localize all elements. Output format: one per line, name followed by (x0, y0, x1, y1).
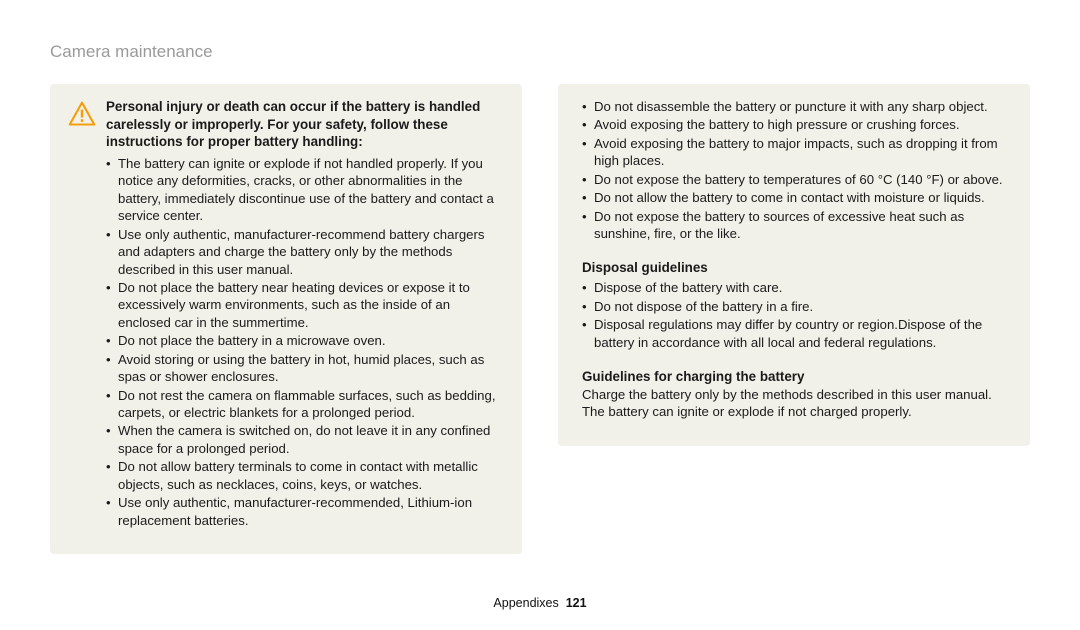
list-item: Do not dispose of the battery in a fire. (582, 298, 1012, 315)
list-item: Use only authentic, manufacturer-recomme… (106, 494, 504, 529)
list-item: Do not expose the battery to sources of … (582, 208, 1012, 243)
charging-body: Charge the battery only by the methods d… (582, 386, 1012, 421)
list-item: Do not allow battery terminals to come i… (106, 458, 504, 493)
list-item: Do not place the battery in a microwave … (106, 332, 504, 349)
page-footer: Appendixes 121 (0, 596, 1080, 610)
list-item: Do not rest the camera on flammable surf… (106, 387, 504, 422)
charging-heading: Guidelines for charging the battery (582, 369, 1012, 384)
left-bullet-list: The battery can ignite or explode if not… (106, 155, 504, 529)
disposal-bullet-list: Dispose of the battery with care. Do not … (582, 279, 1012, 351)
warning-intro: Personal injury or death can occur if th… (106, 98, 504, 151)
warning-box-left: Personal injury or death can occur if th… (50, 84, 522, 554)
warning-box-right: Do not disassemble the battery or punctu… (558, 84, 1030, 446)
left-column: Personal injury or death can occur if th… (50, 84, 522, 554)
list-item: Do not disassemble the battery or punctu… (582, 98, 1012, 115)
list-item: Disposal regulations may differ by count… (582, 316, 1012, 351)
disposal-heading: Disposal guidelines (582, 260, 1012, 275)
list-item: When the camera is switched on, do not l… (106, 422, 504, 457)
list-item: Do not place the battery near heating de… (106, 279, 504, 331)
content-columns: Personal injury or death can occur if th… (50, 84, 1030, 554)
footer-page-number: 121 (566, 596, 587, 610)
page-header: Camera maintenance (50, 42, 213, 62)
list-item: Do not expose the battery to temperature… (582, 171, 1012, 188)
right-column: Do not disassemble the battery or punctu… (558, 84, 1030, 554)
warning-icon (68, 100, 96, 128)
list-item: Avoid exposing the battery to major impa… (582, 135, 1012, 170)
list-item: Avoid storing or using the battery in ho… (106, 351, 504, 386)
list-item: Use only authentic, manufacturer-recomme… (106, 226, 504, 278)
list-item: The battery can ignite or explode if not… (106, 155, 504, 225)
list-item: Do not allow the battery to come in cont… (582, 189, 1012, 206)
right-bullet-list: Do not disassemble the battery or punctu… (582, 98, 1012, 242)
footer-section: Appendixes (493, 596, 558, 610)
list-item: Avoid exposing the battery to high press… (582, 116, 1012, 133)
warning-row: Personal injury or death can occur if th… (68, 98, 504, 151)
list-item: Dispose of the battery with care. (582, 279, 1012, 296)
